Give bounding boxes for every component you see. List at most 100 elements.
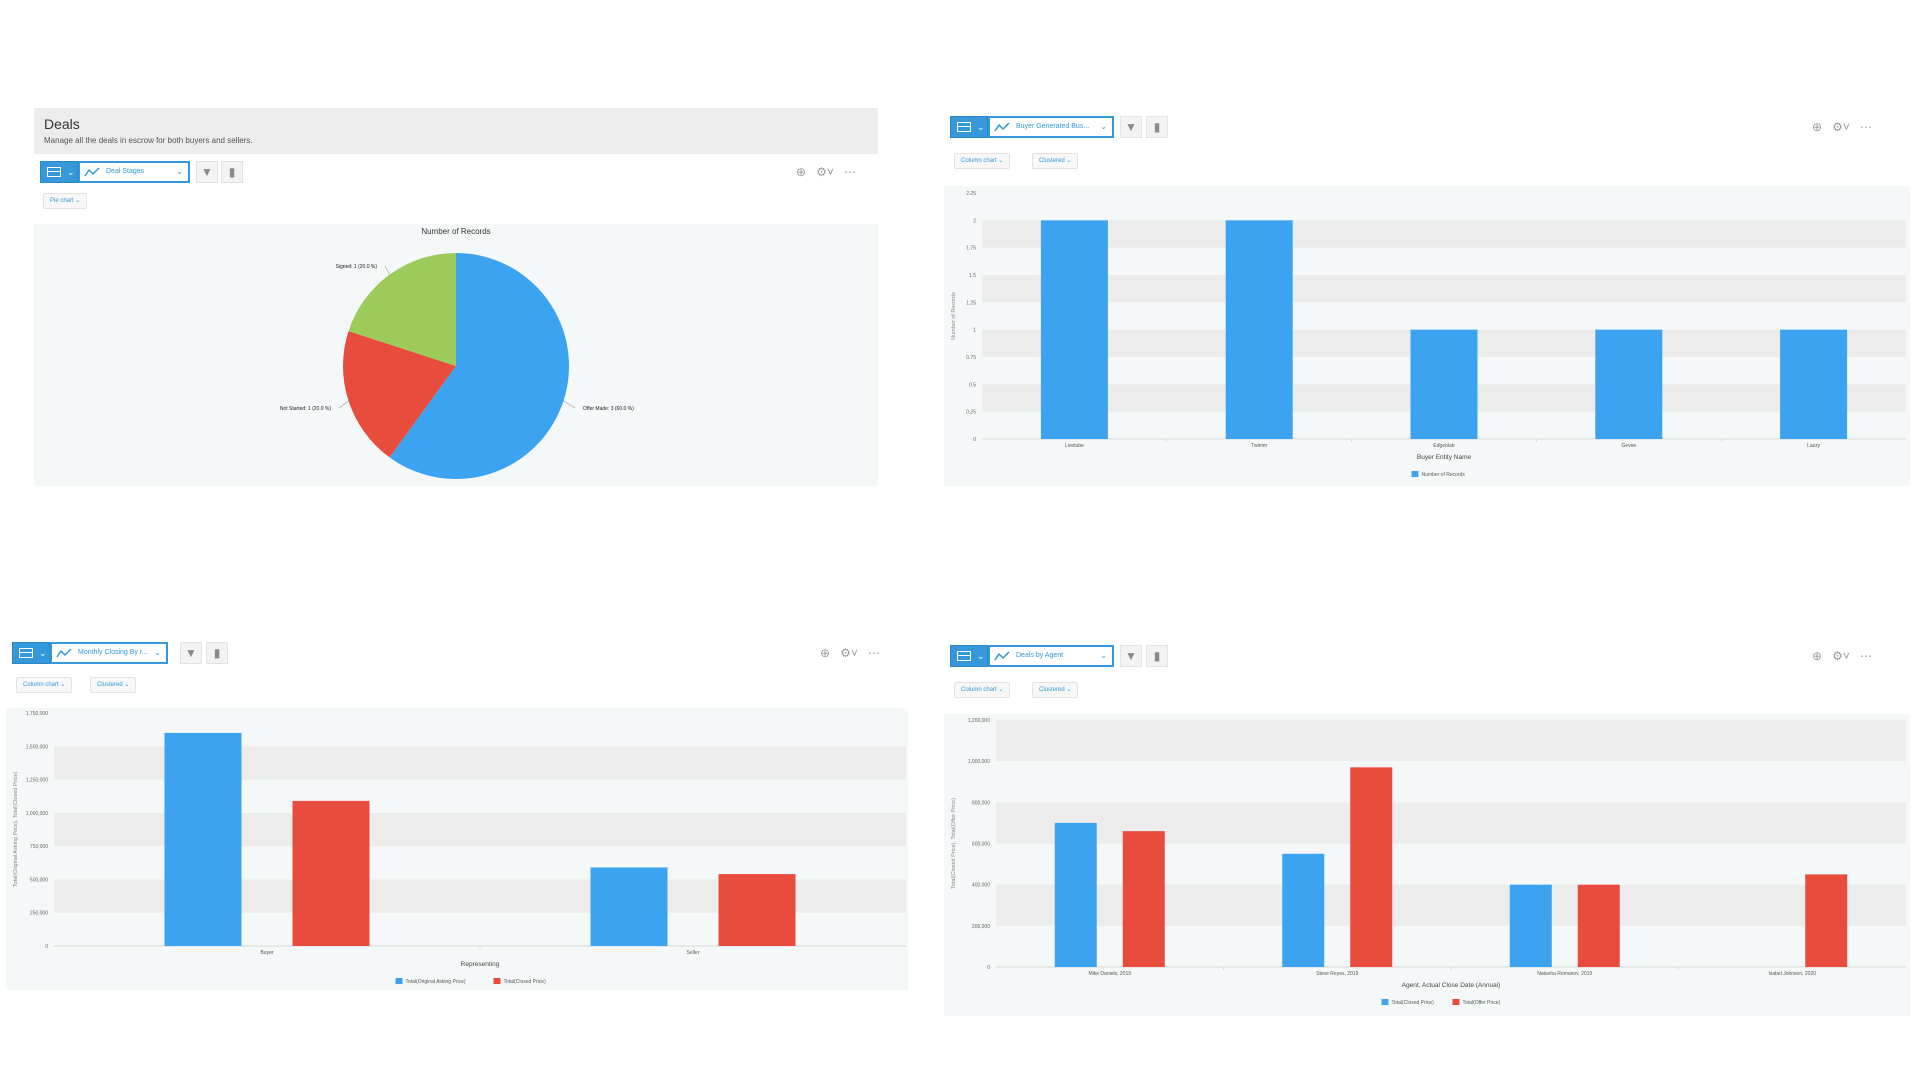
- panel-actions: ⊕ ⚙˅ ⋯: [796, 165, 866, 179]
- view-toggle-button[interactable]: ⌄: [40, 161, 78, 183]
- pie-leader-line: [338, 400, 349, 409]
- graph-button[interactable]: ▮: [206, 642, 228, 664]
- ellipsis-icon[interactable]: ⋯: [1859, 649, 1872, 663]
- chevron-down-icon: ⌄: [1100, 651, 1107, 660]
- chart-selector[interactable]: Buyer Generated Bus... ⌄: [988, 116, 1114, 138]
- page-description: Manage all the deals in escrow for both …: [44, 136, 253, 145]
- funnel-icon: ▼: [1125, 120, 1137, 134]
- pie-slice: [389, 253, 569, 479]
- filter-button[interactable]: ▼: [180, 642, 202, 664]
- legend-entry: Total(Closed Price): [504, 979, 547, 985]
- y-tick-label: 1.75: [966, 246, 976, 252]
- plus-circle-icon[interactable]: ⊕: [796, 165, 807, 179]
- chart-type-pill[interactable]: Column chart ⌄: [954, 682, 1011, 698]
- agent-chart-area: [944, 714, 1910, 1016]
- plus-circle-icon[interactable]: ⊕: [1812, 120, 1823, 134]
- legend-entry: Total(Offer Price): [1463, 1000, 1501, 1006]
- graph-button[interactable]: ▮: [1146, 116, 1168, 138]
- chevron-down-icon: ⌄: [67, 167, 75, 177]
- y-tick-label: 800,000: [972, 800, 990, 806]
- view-toggle-button[interactable]: ⌄: [12, 642, 50, 664]
- ellipsis-icon[interactable]: ⋯: [1859, 120, 1872, 134]
- legend-entry: Number of Records: [1422, 472, 1466, 478]
- gear-icon[interactable]: ⚙˅: [1832, 649, 1850, 663]
- chevron-down-icon: ⌄: [1100, 122, 1107, 131]
- y-tick-label: 500,000: [30, 877, 48, 883]
- y-tick-label: 1: [973, 328, 976, 334]
- panel-3-toolbar: ⌄ Monthly Closing By r... ⌄ ▼ ▮ ⊕ ⚙˅ ⋯: [12, 642, 898, 664]
- deals-header: Deals Manage all the deals in escrow for…: [34, 108, 878, 154]
- pie-slice: [348, 253, 456, 366]
- x-axis-title: Buyer Entity Name: [1417, 454, 1472, 461]
- x-tick-label: Isabel Johnson, 2020: [1768, 971, 1816, 977]
- chart-title: Number of Records: [421, 227, 490, 236]
- y-tick-label: 1,750,000: [26, 711, 48, 717]
- plus-circle-icon[interactable]: ⊕: [820, 646, 831, 660]
- graph-button[interactable]: ▮: [221, 161, 243, 183]
- y-tick-label: 0.75: [966, 355, 976, 361]
- table-view-icon: [19, 648, 33, 658]
- chart-mode-pill[interactable]: Clustered ⌄: [1032, 153, 1079, 169]
- legend-swatch: [395, 978, 403, 984]
- chart-mode-pill[interactable]: Clustered ⌄: [1032, 682, 1079, 698]
- gear-icon[interactable]: ⚙˅: [1832, 120, 1850, 134]
- chevron-down-icon: ⌄: [977, 651, 985, 661]
- grid-band: [982, 275, 1906, 303]
- chart-type-pill[interactable]: Column chart ⌄: [16, 677, 73, 693]
- y-tick-label: 1,000,000: [968, 759, 990, 765]
- ellipsis-icon[interactable]: ⋯: [867, 646, 880, 660]
- chart-selector[interactable]: Deals by Agent ⌄: [988, 645, 1114, 667]
- bar: [1410, 329, 1478, 439]
- plus-circle-icon[interactable]: ⊕: [1812, 649, 1823, 663]
- chart-type-pill[interactable]: Pie chart ⌄: [43, 193, 88, 209]
- x-tick-label: Mike Daniels, 2019: [1088, 971, 1131, 977]
- x-tick-label: Livetube: [1065, 443, 1084, 449]
- chart-selector-label: Deals by Agent: [1016, 652, 1064, 659]
- bar: [1595, 329, 1663, 439]
- panel-1-toolbar: ⌄ Deal Stages ⌄ ▼ ▮ ⊕ ⚙˅ ⋯: [40, 161, 876, 183]
- legend-swatch: [1452, 999, 1460, 1005]
- y-tick-label: 1,200,000: [968, 718, 990, 724]
- x-tick-label: Edgeblab: [1433, 443, 1454, 449]
- x-axis-title: Representing: [461, 961, 500, 968]
- y-axis-title: Number of Records: [951, 292, 957, 340]
- legend-swatch: [1381, 999, 1389, 1005]
- gear-icon[interactable]: ⚙˅: [840, 646, 858, 660]
- x-tick-label: Natasha Romanov, 2019: [1537, 971, 1592, 977]
- filter-button[interactable]: ▼: [196, 161, 218, 183]
- panel-4-toolbar: ⌄ Deals by Agent ⌄ ▼ ▮ ⊕ ⚙˅ ⋯: [950, 645, 1888, 667]
- bar: [1805, 874, 1848, 967]
- y-tick-label: 0: [45, 944, 48, 950]
- chart-selector[interactable]: Monthly Closing By r... ⌄: [50, 642, 168, 664]
- funnel-icon: ▼: [1125, 649, 1137, 663]
- view-toggle-button[interactable]: ⌄: [950, 116, 988, 138]
- bar-graph-icon: ▮: [1153, 120, 1161, 134]
- pie-slice: [342, 331, 456, 458]
- chart-selector-label: Monthly Closing By r...: [78, 649, 148, 656]
- chart-selector[interactable]: Deal Stages ⌄: [78, 161, 190, 183]
- y-tick-label: 1.5: [969, 273, 976, 279]
- x-tick-label: Steve Reyes, 2019: [1316, 971, 1358, 977]
- gear-icon[interactable]: ⚙˅: [816, 165, 834, 179]
- chart-selector-label: Buyer Generated Bus...: [1016, 123, 1090, 130]
- chevron-down-icon: ⌄: [39, 648, 47, 658]
- y-tick-label: 200,000: [972, 924, 990, 930]
- legend-entry: Total(Closed Price): [1392, 1000, 1435, 1006]
- pie-slice-label: Signed: 1 (20.0 %): [336, 264, 378, 270]
- bar: [718, 874, 796, 946]
- chart-mode-pill[interactable]: Clustered ⌄: [90, 677, 137, 693]
- legend-entry: Total(Original Asking Price): [406, 979, 466, 985]
- view-toggle-button[interactable]: ⌄: [950, 645, 988, 667]
- filter-button[interactable]: ▼: [1120, 645, 1142, 667]
- x-tick-label: Seller: [687, 950, 700, 956]
- graph-button[interactable]: ▮: [1146, 645, 1168, 667]
- table-view-icon: [47, 167, 61, 177]
- y-tick-label: 1,000,000: [26, 811, 48, 817]
- chart-type-pill[interactable]: Column chart ⌄: [954, 153, 1011, 169]
- line-chart-icon: [56, 648, 72, 658]
- grid-band: [982, 220, 1906, 248]
- ellipsis-icon[interactable]: ⋯: [843, 165, 856, 179]
- panel-actions: ⊕ ⚙˅ ⋯: [1812, 120, 1882, 134]
- filter-button[interactable]: ▼: [1120, 116, 1142, 138]
